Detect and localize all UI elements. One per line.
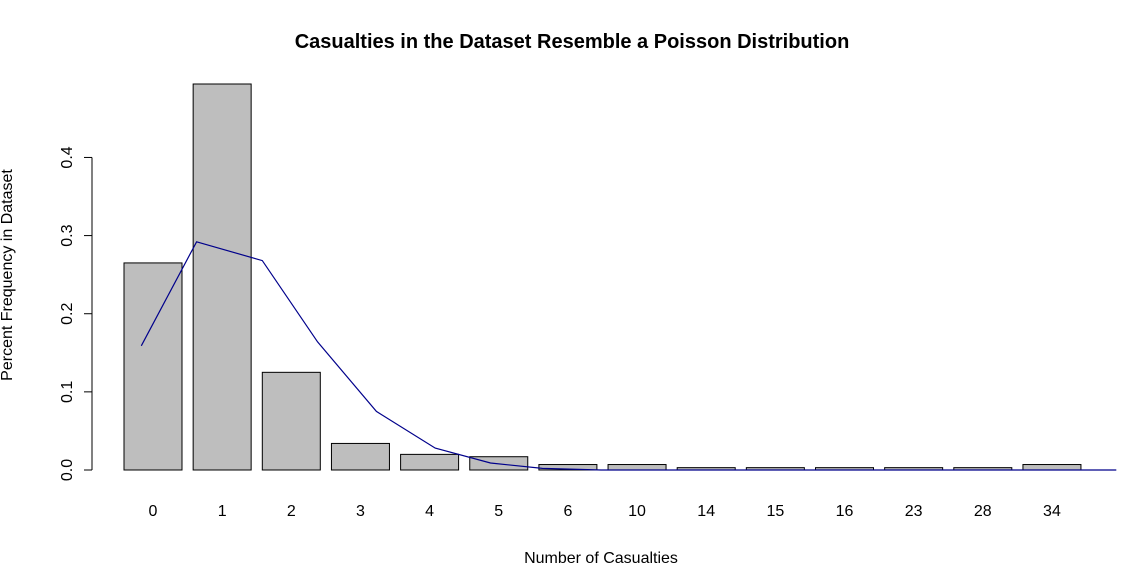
x-tick-label: 1 xyxy=(218,503,227,520)
x-tick-label: 0 xyxy=(149,503,158,520)
x-tick-label: 34 xyxy=(1043,503,1061,520)
y-tick-label: 0.2 xyxy=(59,303,76,325)
bars xyxy=(123,83,1082,471)
x-tick-label: 14 xyxy=(697,503,715,520)
bar xyxy=(607,464,667,471)
bar xyxy=(538,464,598,471)
bar xyxy=(330,442,390,471)
x-axis-label: Number of Casualties xyxy=(524,550,678,567)
x-tick-label: 15 xyxy=(766,503,784,520)
bar xyxy=(261,371,321,471)
y-tick-label: 0.4 xyxy=(59,146,76,168)
bar xyxy=(123,262,183,471)
y-tick-label: 0.1 xyxy=(59,381,76,403)
y-tick-label: 0.3 xyxy=(59,224,76,246)
x-tick-label: 16 xyxy=(836,503,854,520)
bar xyxy=(400,453,460,471)
bar xyxy=(1022,464,1082,471)
x-tick-label: 5 xyxy=(494,503,503,520)
bar xyxy=(192,83,252,471)
x-tick-label: 3 xyxy=(356,503,365,520)
chart-title: Casualties in the Dataset Resemble a Poi… xyxy=(295,31,850,53)
poisson-line xyxy=(140,241,1117,471)
y-axis: 0.0 0.1 0.2 0.3 0.4 xyxy=(59,146,93,481)
x-tick-label: 28 xyxy=(974,503,992,520)
x-tick-label: 10 xyxy=(628,503,646,520)
x-tick-label: 6 xyxy=(563,503,572,520)
y-axis-label: Percent Frequency in Dataset xyxy=(0,169,16,381)
x-tick-labels: 0 1 2 3 4 5 6 10 14 15 16 23 28 34 xyxy=(149,503,1061,520)
x-tick-label: 2 xyxy=(287,503,296,520)
poisson-curve xyxy=(140,241,1117,471)
x-tick-label: 23 xyxy=(905,503,923,520)
x-tick-label: 4 xyxy=(425,503,434,520)
y-tick-label: 0.0 xyxy=(59,459,76,481)
